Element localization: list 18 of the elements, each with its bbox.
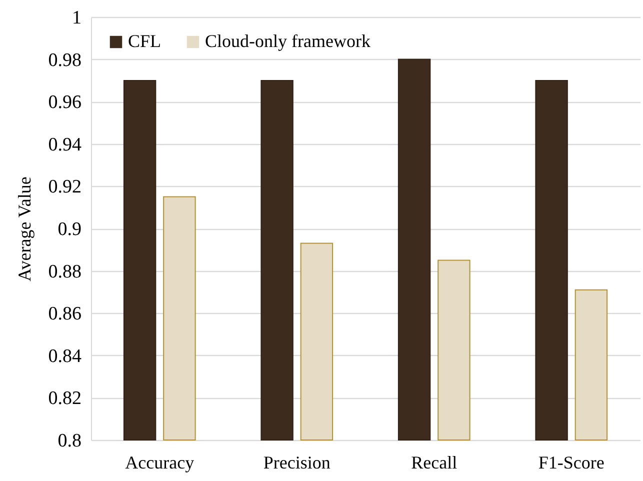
y-tick-label: 0.82 bbox=[48, 388, 82, 410]
x-tick-label: Precision bbox=[263, 452, 330, 472]
y-tick-label: 0.86 bbox=[48, 304, 82, 325]
y-tick-label: 0.98 bbox=[48, 50, 82, 71]
x-tick-label: Recall bbox=[411, 452, 458, 472]
y-tick-label: 0.9 bbox=[58, 219, 82, 240]
y-axis-title: Average Value bbox=[14, 176, 34, 282]
y-tick-label: 0.8 bbox=[58, 430, 82, 452]
y-tick-label: 0.94 bbox=[48, 134, 82, 156]
y-tick-label: 0.96 bbox=[48, 92, 82, 114]
y-tick-label: 0.84 bbox=[48, 346, 82, 367]
x-tick-label: Accuracy bbox=[125, 452, 194, 472]
y-tick-label: 0.88 bbox=[48, 261, 82, 282]
legend-label: CFL bbox=[128, 31, 162, 51]
x-tick-label: F1-Score bbox=[538, 452, 604, 472]
y-tick-label: 1 bbox=[72, 8, 82, 28]
legend-label: Cloud-only framework bbox=[205, 31, 370, 51]
y-tick-label: 0.92 bbox=[48, 176, 82, 198]
